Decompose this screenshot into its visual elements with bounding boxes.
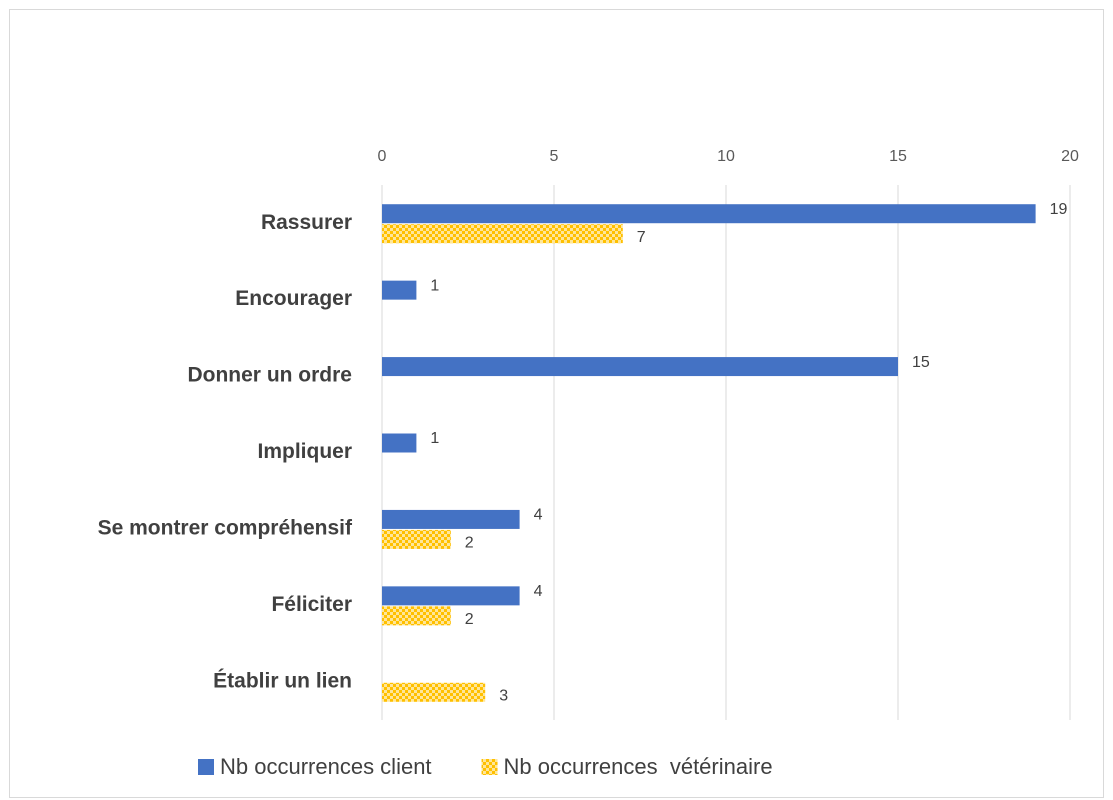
data-label: 3: [499, 688, 508, 705]
category-label: Encourager: [235, 287, 352, 310]
data-label: 2: [465, 611, 474, 628]
legend-swatch: [198, 759, 214, 775]
x-tick-label: 5: [550, 148, 559, 165]
data-label: 19: [1050, 201, 1068, 218]
bar: [382, 606, 451, 626]
legend-label: Nb occurrences vétérinaire: [504, 754, 773, 779]
x-tick-label: 20: [1061, 148, 1079, 165]
data-label: 2: [465, 535, 474, 552]
bar: [382, 280, 417, 300]
data-label: 7: [637, 229, 646, 246]
bar: [382, 224, 623, 244]
bar: [382, 529, 451, 549]
category-label: Établir un lien: [213, 669, 352, 692]
category-label: Impliquer: [257, 440, 352, 463]
data-label: 4: [534, 583, 543, 600]
legend-label: Nb occurrences client: [220, 754, 432, 779]
bar: [382, 204, 1036, 224]
data-label: 4: [534, 507, 543, 524]
category-label: Rassurer: [261, 211, 352, 234]
category-label: Féliciter: [271, 593, 352, 616]
bar: [382, 682, 486, 702]
x-tick-label: 15: [889, 148, 907, 165]
category-label: Donner un ordre: [187, 364, 352, 387]
bar: [382, 433, 417, 453]
chart-border: [9, 9, 1104, 798]
data-label: 1: [430, 430, 439, 447]
data-label: 1: [430, 277, 439, 294]
category-label: Se montrer compréhensif: [98, 516, 353, 539]
legend-swatch: [481, 759, 498, 775]
data-label: 15: [912, 354, 930, 371]
bar: [382, 357, 898, 377]
bar: [382, 586, 520, 606]
bar: [382, 509, 520, 529]
x-tick-label: 0: [378, 148, 387, 165]
x-tick-label: 10: [717, 148, 735, 165]
